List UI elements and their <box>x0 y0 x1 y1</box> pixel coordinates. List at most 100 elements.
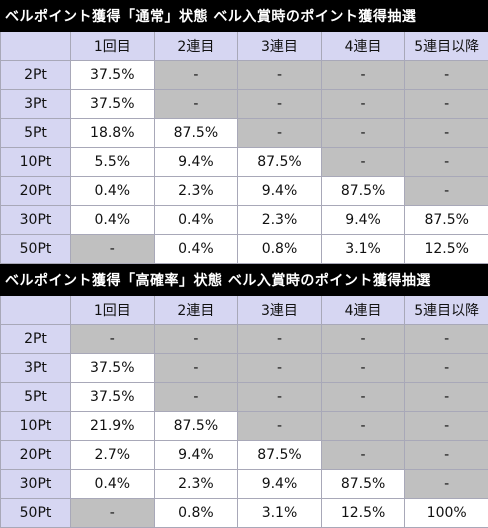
table-cell: - <box>154 354 238 383</box>
row-label: 2Pt <box>1 61 71 90</box>
table-row: 50Pt-0.8%3.1%12.5%100% <box>1 499 488 528</box>
table-cell: - <box>405 470 488 499</box>
table-cell: - <box>405 177 488 206</box>
table-cell: - <box>405 325 488 354</box>
table-cell: 100% <box>405 499 488 528</box>
table-cell: - <box>405 354 488 383</box>
table-cell: 2.3% <box>154 177 238 206</box>
row-label: 5Pt <box>1 383 71 412</box>
table-cell: - <box>154 325 238 354</box>
table-cell: - <box>321 354 405 383</box>
column-header: 4連目 <box>321 32 405 61</box>
column-header: 1回目 <box>71 32 155 61</box>
table-cell: - <box>405 148 488 177</box>
row-label: 2Pt <box>1 325 71 354</box>
table-row: 2Pt----- <box>1 325 488 354</box>
table-cell: - <box>405 90 488 119</box>
table-cell: 37.5% <box>71 383 155 412</box>
row-label: 5Pt <box>1 119 71 148</box>
row-label: 50Pt <box>1 235 71 264</box>
table-cell: 21.9% <box>71 412 155 441</box>
table-title: ベルポイント獲得「通常」状態 ベル入賞時のポイント獲得抽選 <box>1 1 488 32</box>
table-cell: 2.3% <box>154 470 238 499</box>
table-cell: 12.5% <box>321 499 405 528</box>
table-cell: - <box>71 499 155 528</box>
table-cell: - <box>321 90 405 119</box>
table-cell: 37.5% <box>71 61 155 90</box>
row-label: 20Pt <box>1 441 71 470</box>
table-cell: - <box>71 325 155 354</box>
row-label: 3Pt <box>1 354 71 383</box>
table-cell: - <box>321 119 405 148</box>
row-label: 3Pt <box>1 90 71 119</box>
row-label: 30Pt <box>1 206 71 235</box>
table-cell: 0.4% <box>71 206 155 235</box>
table-cell: 5.5% <box>71 148 155 177</box>
column-header: 5連目以降 <box>405 32 488 61</box>
table-cell: 12.5% <box>405 235 488 264</box>
column-header: 4連目 <box>321 296 405 325</box>
table-cell: - <box>405 383 488 412</box>
column-header: 5連目以降 <box>405 296 488 325</box>
table-cell: 9.4% <box>154 441 238 470</box>
header-corner <box>1 296 71 325</box>
table-cell: - <box>238 325 322 354</box>
table-cell: - <box>238 354 322 383</box>
table-cell: - <box>405 412 488 441</box>
table-cell: - <box>405 61 488 90</box>
table-cell: - <box>238 383 322 412</box>
column-header: 2連目 <box>154 296 238 325</box>
table-cell: 9.4% <box>321 206 405 235</box>
table-cell: - <box>154 383 238 412</box>
table-cell: - <box>321 441 405 470</box>
table-cell: - <box>238 412 322 441</box>
row-label: 10Pt <box>1 148 71 177</box>
table-cell: - <box>321 325 405 354</box>
table-cell: 0.4% <box>154 206 238 235</box>
table-title: ベルポイント獲得「高確率」状態 ベル入賞時のポイント獲得抽選 <box>1 265 488 296</box>
table-cell: 0.4% <box>154 235 238 264</box>
row-label: 50Pt <box>1 499 71 528</box>
table-cell: - <box>321 148 405 177</box>
table-cell: 3.1% <box>321 235 405 264</box>
table-cell: 87.5% <box>238 441 322 470</box>
table-cell: 3.1% <box>238 499 322 528</box>
table-cell: - <box>405 441 488 470</box>
column-header: 1回目 <box>71 296 155 325</box>
table-cell: 37.5% <box>71 90 155 119</box>
table-cell: - <box>238 61 322 90</box>
table-row: 50Pt-0.4%0.8%3.1%12.5% <box>1 235 488 264</box>
table-cell: - <box>71 235 155 264</box>
table-cell: 0.8% <box>238 235 322 264</box>
column-header: 3連目 <box>238 296 322 325</box>
header-corner <box>1 32 71 61</box>
row-label: 10Pt <box>1 412 71 441</box>
table-cell: 87.5% <box>405 206 488 235</box>
table-cell: 9.4% <box>238 470 322 499</box>
column-header: 3連目 <box>238 32 322 61</box>
column-header: 2連目 <box>154 32 238 61</box>
table-cell: - <box>405 119 488 148</box>
table-cell: 2.7% <box>71 441 155 470</box>
table-cell: 2.3% <box>238 206 322 235</box>
table-cell: 37.5% <box>71 354 155 383</box>
table-cell: 87.5% <box>321 177 405 206</box>
table-cell: 0.4% <box>71 470 155 499</box>
table-cell: 9.4% <box>154 148 238 177</box>
table-cell: - <box>238 119 322 148</box>
table-cell: 87.5% <box>238 148 322 177</box>
